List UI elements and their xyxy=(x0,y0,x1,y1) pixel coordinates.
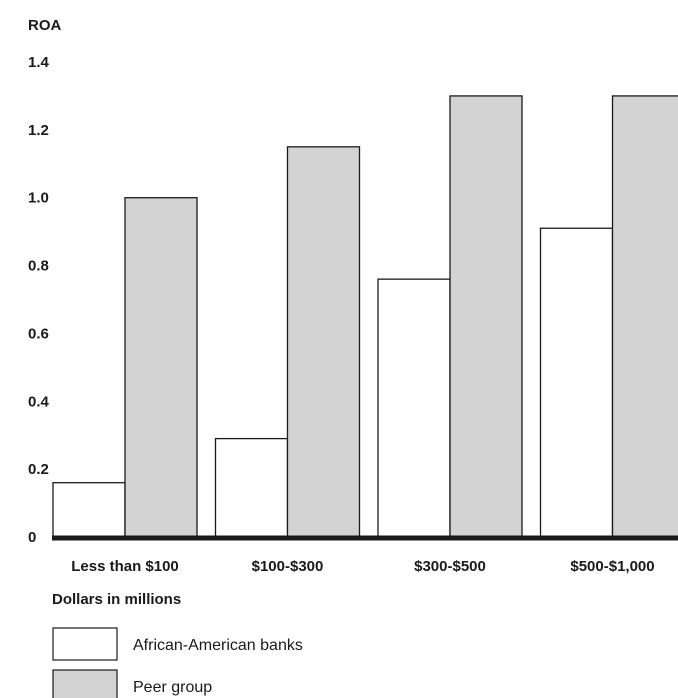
y-tick-label: 1.0 xyxy=(28,190,49,207)
x-tick-label: $100-$300 xyxy=(252,558,324,575)
x-axis-label: Dollars in millions xyxy=(52,591,181,608)
legend: African-American banks Peer group xyxy=(52,627,303,698)
x-tick-label: $300-$500 xyxy=(414,558,486,575)
bar-african-american-banks xyxy=(52,482,126,538)
y-axis-label: ROA xyxy=(28,17,62,34)
y-axis-ticks: 0 0.2 0.4 0.6 0.8 1.0 1.2 1.4 xyxy=(28,54,50,546)
bar-african-american-banks xyxy=(377,278,451,538)
y-tick-label: 0.2 xyxy=(28,461,49,478)
bar-peer-group xyxy=(611,95,678,538)
x-tick-label: $500-$1,000 xyxy=(570,558,654,575)
legend-swatch xyxy=(52,669,118,698)
legend-label: Peer group xyxy=(133,679,212,696)
bar-peer-group xyxy=(449,95,523,538)
bar-peer-group xyxy=(124,197,198,538)
legend-swatch xyxy=(52,627,118,661)
y-tick-label: 0 xyxy=(28,529,36,546)
y-tick-label: 1.4 xyxy=(28,54,50,71)
y-tick-label: 1.2 xyxy=(28,122,49,139)
x-axis-ticks: Less than $100 $100-$300 $300-$500 $500-$1,… xyxy=(71,558,654,575)
y-tick-label: 0.4 xyxy=(28,393,50,410)
y-tick-label: 0.8 xyxy=(28,258,49,275)
y-tick-label: 0.6 xyxy=(28,325,49,342)
bar-peer-group xyxy=(286,146,361,538)
bar-african-american-banks xyxy=(214,437,289,538)
x-tick-label: Less than $100 xyxy=(71,558,179,575)
bar-african-american-banks xyxy=(539,227,614,538)
bars xyxy=(52,95,678,538)
legend-label: African-American banks xyxy=(133,637,303,654)
